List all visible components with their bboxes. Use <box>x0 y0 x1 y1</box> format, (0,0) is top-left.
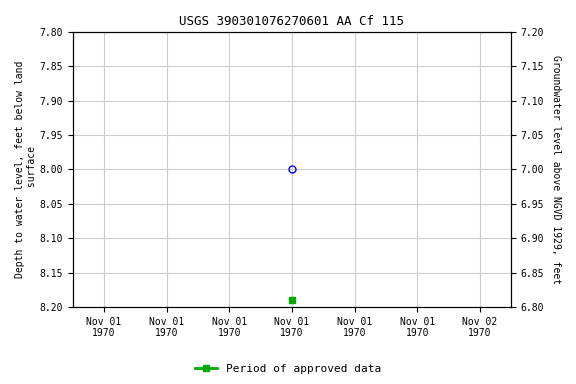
Title: USGS 390301076270601 AA Cf 115: USGS 390301076270601 AA Cf 115 <box>179 15 404 28</box>
Legend: Period of approved data: Period of approved data <box>191 359 385 379</box>
Y-axis label: Groundwater level above NGVD 1929, feet: Groundwater level above NGVD 1929, feet <box>551 55 561 284</box>
Y-axis label: Depth to water level, feet below land
 surface: Depth to water level, feet below land su… <box>15 61 37 278</box>
